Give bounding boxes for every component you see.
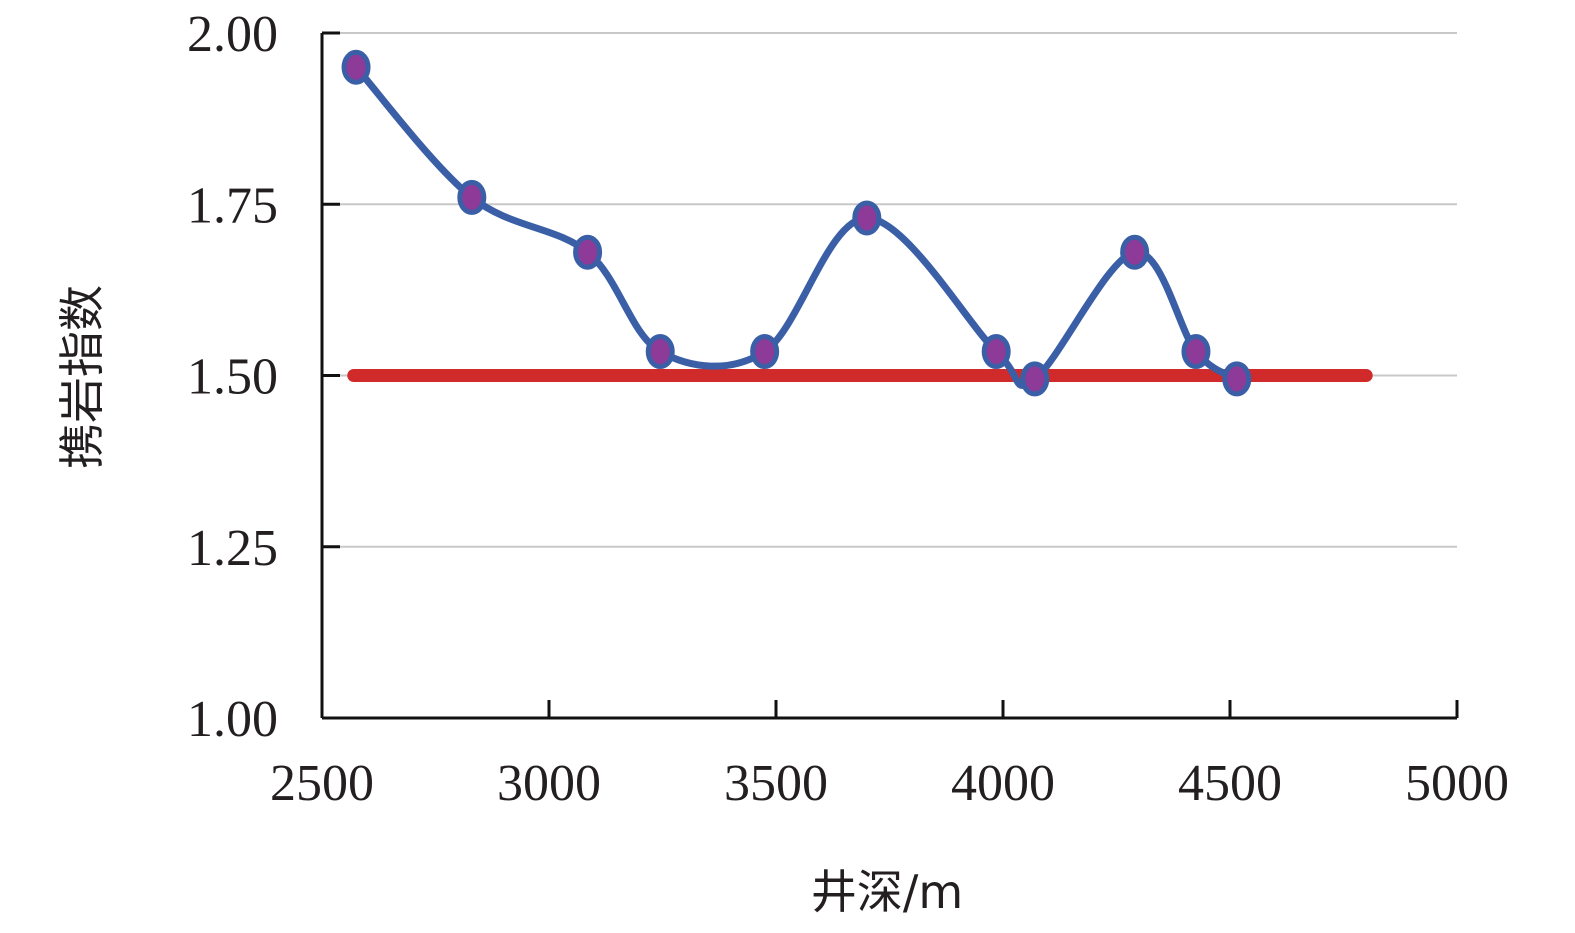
x-tick-label: 3000 (497, 755, 601, 812)
data-point (1120, 234, 1150, 270)
y-tick-label: 1.25 (187, 520, 278, 577)
axes (320, 31, 1459, 720)
x-tick-label: 3500 (724, 755, 828, 812)
y-tick-label: 2.00 (187, 6, 278, 63)
x-tick-label: 4500 (1178, 755, 1282, 812)
x-axis-title: 井深/m (811, 865, 963, 919)
data-point (645, 334, 675, 370)
series-group (341, 49, 1252, 397)
x-tick-label: 2500 (270, 755, 374, 812)
data-point (1020, 361, 1050, 397)
data-point (457, 179, 487, 215)
gridlines (322, 32, 1457, 548)
y-axis-title: 携岩指数 (55, 285, 109, 469)
data-point (573, 234, 603, 270)
x-tick-label: 5000 (1405, 755, 1509, 812)
series-line (352, 63, 1241, 389)
data-point (981, 334, 1011, 370)
data-point (750, 334, 780, 370)
data-point (1222, 361, 1252, 397)
tick-labels: 1.00 1.25 1.50 1.75 2.00 2500 3000 3500 4000 4500… (187, 6, 1509, 812)
data-point (1181, 334, 1211, 370)
x-tick-label: 4000 (951, 755, 1055, 812)
y-tick-label: 1.00 (187, 691, 278, 748)
y-tick-label: 1.75 (187, 177, 278, 234)
data-point (341, 49, 371, 85)
y-tick-label: 1.50 (187, 349, 278, 406)
data-point (852, 200, 882, 236)
